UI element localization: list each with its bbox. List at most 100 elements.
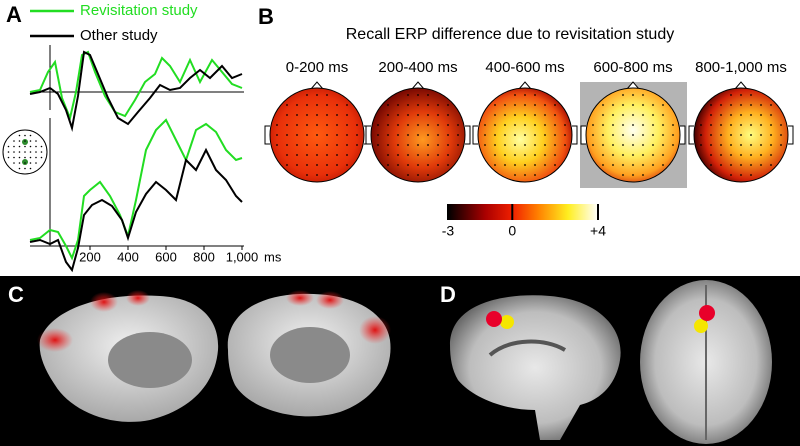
panel-label: B	[258, 4, 274, 29]
electrode	[35, 162, 37, 164]
electrode	[710, 144, 712, 146]
electrode	[740, 154, 742, 156]
electrode	[662, 104, 664, 106]
electrode	[316, 144, 318, 146]
electrode	[13, 162, 15, 164]
electrode	[672, 134, 674, 136]
electrode	[524, 144, 526, 146]
electrode	[356, 134, 358, 136]
electrode	[554, 114, 556, 116]
electrode	[662, 154, 664, 156]
electrode	[672, 144, 674, 146]
electrode	[750, 134, 752, 136]
electrode	[296, 144, 298, 146]
electrode	[544, 144, 546, 146]
electrode	[18, 162, 21, 164]
electrode	[407, 164, 409, 166]
electrode	[447, 164, 449, 166]
ear	[788, 125, 794, 145]
nose	[734, 81, 748, 90]
electrode	[672, 124, 674, 126]
electrode	[534, 154, 536, 156]
electrode	[710, 114, 712, 116]
electrode	[622, 134, 624, 136]
electrode	[356, 144, 358, 146]
electrode	[13, 151, 15, 153]
electrode	[720, 114, 722, 116]
electrode	[13, 140, 15, 142]
electrode-map	[2, 129, 48, 175]
electrode	[720, 104, 722, 106]
electrode	[524, 114, 526, 116]
electrode	[427, 94, 429, 96]
electrode	[652, 114, 654, 116]
electrode	[750, 174, 752, 176]
electrode	[447, 134, 449, 136]
electrode	[730, 144, 732, 146]
panel-label: A	[6, 2, 22, 27]
electrode	[387, 114, 389, 116]
colorbar-label: +4	[590, 223, 606, 239]
brain-medial	[270, 327, 350, 383]
nose	[626, 81, 640, 90]
electrode	[407, 104, 409, 106]
electrode	[544, 154, 546, 156]
electrode	[700, 144, 702, 146]
electrode	[652, 134, 654, 136]
electrode	[710, 164, 712, 166]
activation	[90, 292, 118, 312]
electrode	[730, 134, 732, 136]
electrode	[437, 134, 439, 136]
electrode	[632, 94, 634, 96]
electrode	[29, 167, 32, 170]
activation	[359, 316, 391, 344]
electrode	[18, 167, 21, 170]
electrode	[306, 94, 308, 96]
electrode	[612, 154, 614, 156]
electrode	[750, 124, 752, 126]
electrode	[494, 164, 496, 166]
electrode	[447, 144, 449, 146]
electrode	[524, 154, 526, 156]
electrode	[662, 124, 664, 126]
electrode	[770, 154, 772, 156]
electrode	[417, 164, 419, 166]
electrode	[504, 144, 506, 146]
electrode	[427, 124, 429, 126]
electrode	[514, 174, 516, 176]
corpus-callosum	[488, 339, 567, 357]
electrode	[326, 134, 328, 136]
electrode	[7, 151, 10, 153]
electrode	[524, 164, 526, 166]
electrode	[710, 154, 712, 156]
activation	[286, 290, 314, 306]
electrode	[652, 154, 654, 156]
electrode	[276, 134, 278, 136]
electrode	[494, 154, 496, 156]
electrode	[18, 134, 21, 137]
electrode	[740, 94, 742, 96]
roi	[500, 315, 514, 329]
electrode	[592, 144, 594, 146]
electrode	[29, 151, 32, 153]
electrode	[316, 94, 318, 96]
electrode	[437, 164, 439, 166]
activation	[316, 291, 344, 309]
electrode	[326, 114, 328, 116]
electrode	[494, 144, 496, 146]
electrode	[24, 162, 26, 164]
electrode	[622, 154, 624, 156]
ear	[472, 125, 478, 145]
electrode	[534, 114, 536, 116]
colorbar	[448, 204, 598, 220]
electrode	[720, 164, 722, 166]
electrode	[622, 144, 624, 146]
electrode	[602, 104, 604, 106]
electrode	[316, 104, 318, 106]
electrode	[770, 104, 772, 106]
electrode	[740, 104, 742, 106]
electrode	[326, 144, 328, 146]
electrode	[642, 154, 644, 156]
electrode	[336, 134, 338, 136]
electrode	[740, 174, 742, 176]
